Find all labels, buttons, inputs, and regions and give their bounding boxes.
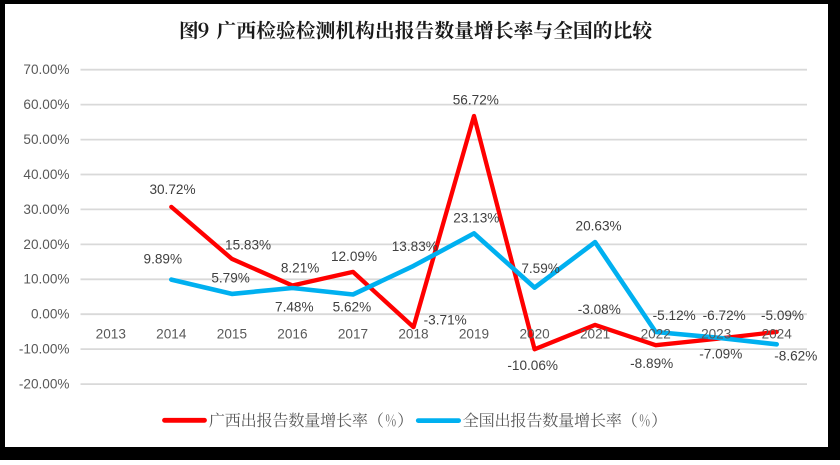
svg-text:2013: 2013 — [96, 326, 126, 341]
svg-text:30.00%: 30.00% — [23, 202, 69, 217]
svg-text:2015: 2015 — [217, 326, 247, 341]
svg-text:-5.12%: -5.12% — [653, 308, 696, 323]
svg-text:7.59%: 7.59% — [521, 261, 560, 276]
svg-text:-10.06%: -10.06% — [507, 358, 558, 373]
svg-text:-6.72%: -6.72% — [703, 308, 746, 323]
svg-text:30.72%: 30.72% — [149, 182, 195, 197]
svg-text:56.72%: 56.72% — [453, 92, 499, 107]
svg-text:5.79%: 5.79% — [211, 271, 250, 286]
svg-text:13.83%: 13.83% — [392, 239, 438, 254]
svg-text:2023: 2023 — [701, 326, 731, 341]
svg-text:40.00%: 40.00% — [23, 167, 69, 182]
svg-text:2024: 2024 — [762, 326, 793, 341]
svg-text:2017: 2017 — [338, 326, 368, 341]
svg-text:20.00%: 20.00% — [23, 237, 69, 252]
svg-text:-20.00%: -20.00% — [19, 377, 70, 392]
svg-text:60.00%: 60.00% — [23, 97, 69, 112]
svg-text:2022: 2022 — [641, 326, 671, 341]
svg-text:2021: 2021 — [580, 326, 610, 341]
svg-text:-3.08%: -3.08% — [578, 302, 621, 317]
svg-text:20.63%: 20.63% — [576, 219, 622, 234]
svg-text:23.13%: 23.13% — [453, 211, 499, 226]
svg-text:-5.09%: -5.09% — [761, 308, 804, 323]
svg-text:-3.71%: -3.71% — [424, 313, 467, 328]
svg-text:2016: 2016 — [277, 326, 307, 341]
svg-text:70.00%: 70.00% — [23, 62, 69, 77]
svg-text:0.00%: 0.00% — [31, 307, 70, 322]
svg-text:2020: 2020 — [519, 326, 550, 341]
svg-text:2018: 2018 — [398, 326, 428, 341]
svg-text:-8.89%: -8.89% — [630, 356, 673, 371]
svg-text:7.48%: 7.48% — [275, 300, 314, 315]
svg-text:-10.00%: -10.00% — [19, 342, 70, 357]
svg-text:8.21%: 8.21% — [281, 261, 320, 276]
svg-text:50.00%: 50.00% — [23, 132, 69, 147]
svg-text:-7.09%: -7.09% — [699, 347, 742, 362]
svg-text:10.00%: 10.00% — [23, 272, 69, 287]
svg-text:5.62%: 5.62% — [333, 299, 372, 314]
svg-text:12.09%: 12.09% — [331, 249, 377, 264]
svg-text:15.83%: 15.83% — [225, 238, 271, 253]
svg-text:9.89%: 9.89% — [144, 252, 183, 267]
svg-text:-8.62%: -8.62% — [774, 348, 817, 363]
svg-text:2014: 2014 — [156, 326, 187, 341]
svg-text:2019: 2019 — [459, 326, 489, 341]
